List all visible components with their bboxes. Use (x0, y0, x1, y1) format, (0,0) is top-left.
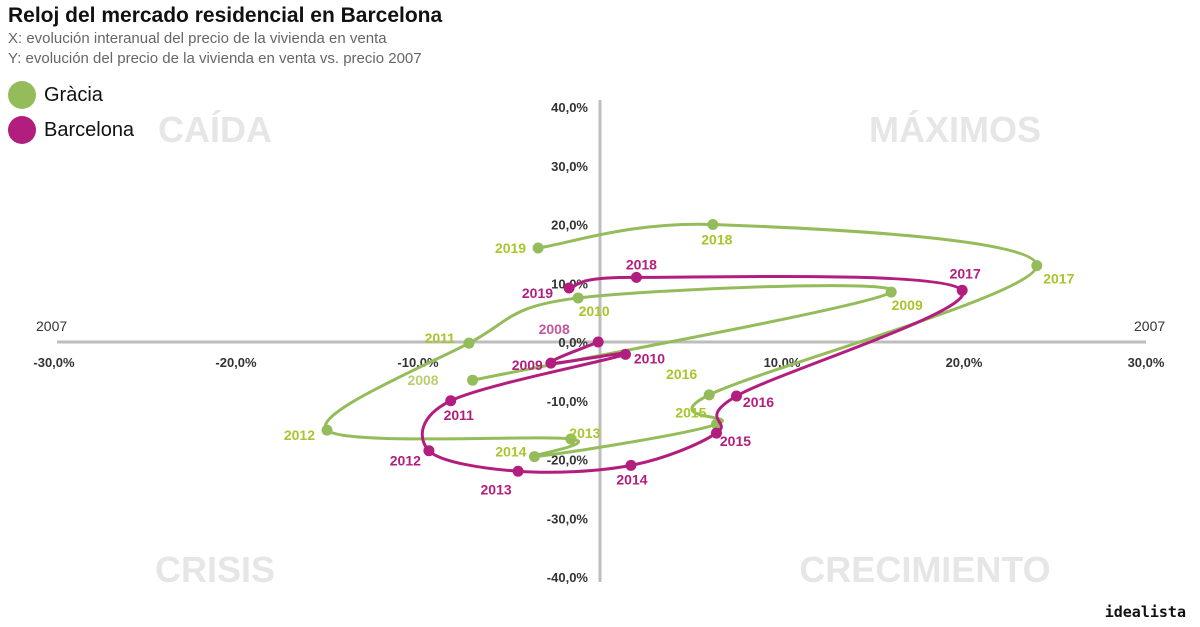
series-line-gracia (323, 222, 1039, 459)
data-label-gracia-2010: 2010 (579, 303, 610, 319)
data-label-barcelona-2013: 2013 (481, 481, 512, 497)
data-point-barcelona-2014 (625, 459, 637, 471)
data-point-barcelona-2018 (630, 271, 642, 283)
data-point-gracia-2018 (707, 219, 719, 230)
data-label-gracia-2016: 2016 (666, 366, 697, 382)
data-label-gracia-2018: 2018 (701, 232, 732, 248)
data-point-barcelona-2010 (619, 348, 631, 360)
data-label-barcelona-2010: 2010 (634, 350, 665, 366)
y-tick-label: 20,0% (551, 218, 588, 233)
legend-marker-gracia (8, 81, 36, 109)
data-label-barcelona-2016: 2016 (743, 394, 774, 410)
data-label-barcelona-2014: 2014 (616, 471, 647, 487)
data-point-barcelona-2015 (710, 427, 722, 439)
x-tick-label: -30,0% (33, 355, 75, 370)
data-point-gracia-2017 (1031, 260, 1043, 272)
y-tick-label: -20,0% (547, 453, 589, 468)
data-label-barcelona-2008: 2008 (539, 321, 570, 337)
data-label-gracia-2011: 2011 (425, 330, 456, 346)
y-tick-label: -30,0% (547, 511, 589, 526)
y-tick-label: 30,0% (551, 159, 588, 174)
quadrant-label-maximos: MÁXIMOS (869, 109, 1041, 150)
subtitle-x: X: evolución interanual del precio de la… (8, 30, 387, 47)
data-point-gracia-2014 (528, 451, 540, 463)
legend-label-gracia: Gràcia (44, 83, 103, 106)
quadrant-label-caida: CAÍDA (158, 109, 272, 150)
legend-item-barcelona: Barcelona (8, 116, 134, 144)
data-label-barcelona-2015: 2015 (720, 433, 751, 449)
data-point-barcelona-2008 (592, 336, 604, 348)
legend-marker-barcelona (8, 116, 36, 144)
data-label-gracia-2013: 2013 (569, 425, 600, 441)
data-label-barcelona-2018: 2018 (626, 256, 657, 272)
data-label-barcelona-2019: 2019 (522, 285, 553, 301)
quadrant-label-crisis: CRISIS (155, 549, 275, 590)
data-label-gracia-2014: 2014 (495, 444, 526, 460)
data-point-gracia-2010 (572, 292, 584, 304)
legend-label-barcelona: Barcelona (44, 118, 135, 141)
data-label-barcelona-2011: 2011 (444, 407, 475, 423)
y-tick-label: 0,0% (558, 335, 588, 350)
subtitle-y: Y: evolución del precio de la vivienda e… (8, 50, 422, 67)
data-label-gracia-2009: 2009 (892, 297, 923, 313)
data-label-barcelona-2009: 2009 (512, 357, 543, 373)
data-label-gracia-2019: 2019 (495, 240, 526, 256)
data-point-gracia-2013 (565, 433, 577, 445)
quadrant-label-crecimiento: CRECIMIENTO (799, 549, 1050, 590)
data-point-gracia-2016 (703, 389, 715, 401)
x-tick-label: 20,0% (946, 355, 983, 370)
data-point-gracia-2009 (885, 286, 897, 298)
y-tick-label: 40,0% (551, 100, 588, 115)
data-point-barcelona-2012 (423, 445, 435, 457)
data-label-gracia-2012: 2012 (284, 427, 315, 443)
x-tick-label: -10,0% (397, 355, 439, 370)
data-point-barcelona-2009 (545, 357, 557, 369)
data-label-barcelona-2012: 2012 (390, 453, 421, 469)
brand-logo-text: idealista (1104, 603, 1186, 621)
data-point-gracia-2011 (463, 337, 475, 349)
y-tick-label: -10,0% (547, 394, 589, 409)
chart-title: Reloj del mercado residencial en Barcelo… (8, 4, 443, 27)
data-point-barcelona-2011 (445, 395, 457, 407)
data-point-gracia-2019 (532, 242, 544, 254)
data-point-barcelona-2013 (512, 465, 524, 477)
data-point-gracia-2012 (321, 424, 333, 436)
x-tick-label: -20,0% (215, 355, 257, 370)
data-label-gracia-2008: 2008 (407, 372, 438, 388)
x-axis-left-label: 2007 (36, 318, 67, 334)
data-point-barcelona-2019 (563, 282, 575, 294)
data-point-gracia-2008 (467, 374, 479, 386)
data-point-barcelona-2016 (731, 390, 742, 402)
data-label-gracia-2017: 2017 (1043, 271, 1074, 287)
y-tick-label: -40,0% (547, 570, 589, 585)
legend-item-gracia: Gràcia (8, 81, 103, 109)
x-axis-right-label: 2007 (1134, 318, 1165, 334)
x-tick-label: 30,0% (1128, 355, 1165, 370)
data-label-gracia-2015: 2015 (675, 404, 706, 420)
data-point-barcelona-2017 (956, 284, 968, 296)
data-label-barcelona-2017: 2017 (950, 265, 981, 281)
